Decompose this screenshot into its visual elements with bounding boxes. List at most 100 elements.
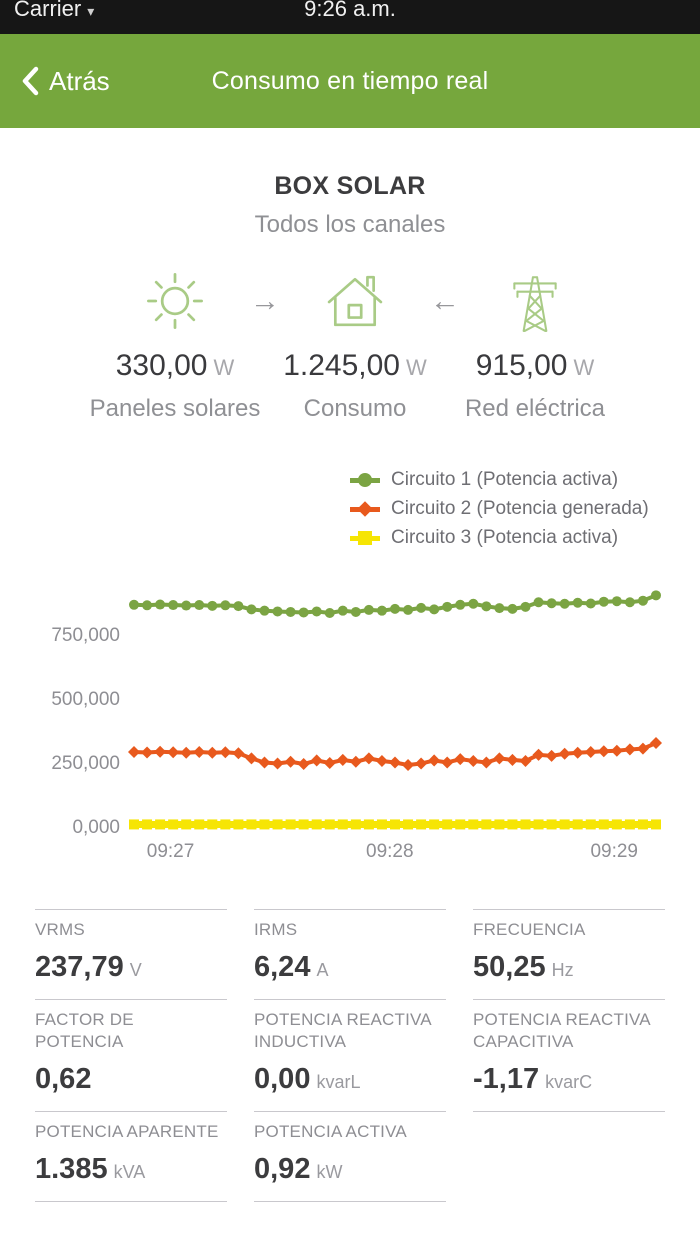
series-marker [155,599,166,610]
grid-power-number: 915,00 [475,349,568,382]
series-marker [219,746,232,759]
status-time: 9:26 a.m. [304,0,396,21]
series-marker [559,598,570,609]
series-marker [507,603,518,614]
series-marker [271,757,284,770]
device-name: BOX SOLAR [274,172,426,200]
series-marker [533,597,544,608]
chart-legend: Circuito 1 (Potencia activa) Circuito 2 (… [350,469,700,549]
legend-marker-square-icon [350,531,380,545]
series-marker [181,600,192,611]
metrics-grid: VRMS 237,79 V IRMS 6,24 A FRECUENCIA 50,25 Hz FAC… [35,909,665,1203]
grid-power-unit: W [573,355,595,380]
metric-label: POTENCIA APARENTE [35,1122,219,1142]
metric-vrms: VRMS 237,79 V [35,909,227,999]
x-axis-label: 09:28 [366,841,414,862]
series-marker [506,753,519,766]
series-marker [493,752,506,765]
legend-marker-circle-icon [350,473,380,487]
series-marker [207,819,218,830]
metric-factor-de-potencia: FACTOR DE POTENCIA 0,62 [35,999,227,1111]
power-flow-section: → ← [85,265,625,341]
series-marker [429,819,440,830]
grid-power-value: 915,00 W [445,349,625,383]
series-marker [311,819,322,830]
series-marker [220,819,231,830]
series-marker [232,747,245,760]
series-marker [416,819,427,830]
series-marker [233,819,244,830]
series-marker [598,596,609,607]
series-marker [572,597,583,608]
series-marker [494,819,505,830]
series-marker [546,598,557,609]
series-marker [559,819,570,830]
series-marker [220,600,231,611]
series-marker [455,599,466,610]
metric-value: 0,62 [35,1063,92,1096]
series-marker [376,819,387,830]
series-marker [194,600,205,611]
series-marker [298,819,309,830]
series-marker [180,746,193,759]
power-flow-labels: Paneles solares Consumo Red eléctrica [85,395,625,423]
series-marker [376,605,387,616]
series-marker [349,755,362,768]
power-flow-values: 330,00 W 1.245,00 W 915,00 W [85,349,625,383]
series-marker [324,819,335,830]
series-marker [390,603,400,614]
series-marker [363,604,374,615]
series-marker [206,746,219,759]
metric-unit: kvarL [316,1072,361,1093]
series-marker [637,595,648,606]
back-button[interactable]: Atrás [0,65,110,97]
series-marker [350,606,361,617]
series-marker [480,756,493,769]
solar-power-value: 330,00 W [85,349,265,383]
series-marker [284,755,297,768]
solar-label: Paneles solares [89,395,261,422]
solar-power-number: 330,00 [115,349,208,382]
series-marker [246,604,257,615]
legend-marker-diamond-icon [350,501,380,517]
series-marker [336,753,349,766]
series-marker [428,754,441,767]
series-marker [468,819,479,830]
metric-potencia-reactiva-capacitiva: POTENCIA REACTIVA CAPACITIVA -1,17 kvarC [473,999,665,1111]
series-marker [194,819,205,830]
series-marker [651,590,661,601]
series-marker [415,757,428,770]
series-marker [507,819,518,830]
metric-potencia-reactiva-inductiva: POTENCIA REACTIVA INDUCTIVA 0,00 kvarL [254,999,446,1111]
series-marker [350,819,361,830]
series-marker [571,746,584,759]
series-marker [168,819,179,830]
series-marker [142,819,153,830]
metric-value: 6,24 [254,951,311,984]
channels-label: Todos los canales [254,211,446,238]
series-marker [375,754,388,767]
metric-potencia-activa: POTENCIA ACTIVA 0,92 kW [254,1111,446,1203]
series-marker [520,819,531,830]
series-marker [481,819,492,830]
series-marker [585,598,596,609]
series-marker [272,819,283,830]
y-axis-label: 0,000 [72,817,120,838]
power-tower-icon [509,269,561,338]
series-marker [258,756,271,769]
series-marker [403,819,414,830]
series-marker [167,746,180,759]
metric-label: FRECUENCIA [473,920,586,939]
chevron-left-icon [20,65,40,97]
metric-irms: IRMS 6,24 A [254,909,446,999]
metric-label: POTENCIA REACTIVA CAPACITIVA [473,1010,650,1052]
series-marker [363,819,374,830]
grid-label: Red eléctrica [464,395,606,422]
metric-value: 0,00 [254,1063,311,1096]
metric-unit: V [129,960,142,981]
series-marker [611,819,622,830]
metric-label: POTENCIA REACTIVA INDUCTIVA [254,1010,431,1052]
consumption-power-value: 1.245,00 W [265,349,445,383]
series-marker [155,819,166,830]
y-axis-label: 750,000 [51,625,120,646]
